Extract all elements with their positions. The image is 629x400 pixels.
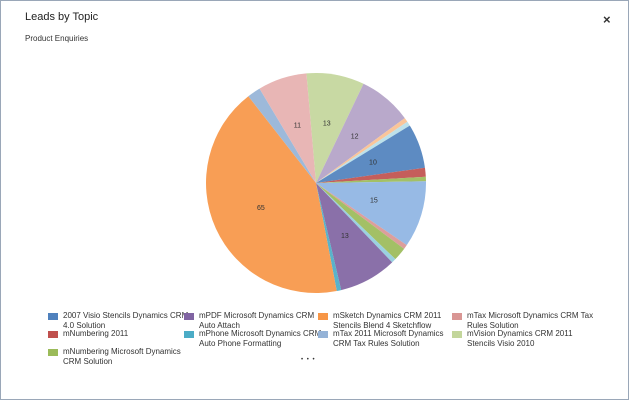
legend-swatch	[318, 331, 328, 338]
data-label: 15	[370, 197, 378, 204]
legend-label: mSketch Dynamics CRM 2011 Stencils Blend…	[333, 311, 442, 330]
pie-slice	[316, 183, 342, 292]
data-label: 10	[369, 159, 377, 166]
legend-item[interactable]: mNumbering 2011	[48, 329, 191, 339]
pie-slice	[259, 73, 316, 183]
pie-slice	[316, 167, 426, 183]
pie-slice	[316, 83, 405, 183]
pie-slice	[316, 125, 425, 183]
legend-label: mPDF Microsoft Dynamics CRM Auto Attach	[199, 311, 315, 330]
legend-swatch	[318, 313, 328, 320]
legend-item[interactable]: mTax Microsoft Dynamics CRM Tax Rules So…	[452, 311, 595, 331]
legend-label: mVision Dynamics CRM 2011 Stencils Visio…	[467, 329, 573, 348]
legend-label: mNumbering 2011	[63, 329, 129, 338]
legend-swatch	[452, 331, 462, 338]
data-label: 65	[257, 205, 265, 212]
data-label: 12	[351, 133, 359, 140]
legend-item[interactable]: mPDF Microsoft Dynamics CRM Auto Attach	[184, 311, 327, 331]
data-label: 13	[341, 233, 349, 240]
legend-swatch	[184, 331, 194, 338]
pie-slice	[316, 183, 393, 291]
legend-swatch	[184, 313, 194, 320]
chart-subtitle: Product Enquiries	[25, 34, 89, 43]
pie-slice	[316, 181, 427, 246]
close-button[interactable]: ×	[603, 12, 611, 27]
data-label: 11	[294, 122, 301, 129]
data-label: 13	[323, 120, 331, 127]
pie-slice	[316, 118, 408, 183]
pie-slice	[316, 183, 405, 260]
pie-slice	[316, 176, 426, 183]
legend-label: mTax 2011 Microsoft Dynamics CRM Tax Rul…	[333, 329, 444, 348]
legend-swatch	[48, 331, 58, 338]
legend-label: 2007 Visio Stencils Dynamics CRM 4.0 Sol…	[63, 311, 189, 330]
legend-swatch	[452, 313, 462, 320]
legend-label: mTax Microsoft Dynamics CRM Tax Rules So…	[467, 311, 594, 330]
legend-item[interactable]: 2007 Visio Stencils Dynamics CRM 4.0 Sol…	[48, 311, 191, 331]
legend-item[interactable]: mTax 2011 Microsoft Dynamics CRM Tax Rul…	[318, 329, 461, 349]
chart-title: Leads by Topic	[25, 11, 99, 23]
pie-slice	[316, 121, 410, 183]
pie-slice	[316, 183, 396, 263]
legend-item[interactable]: mSketch Dynamics CRM 2011 Stencils Blend…	[318, 311, 461, 331]
pie-slice	[316, 183, 407, 249]
legend-swatch	[48, 349, 58, 356]
legend-label: mNumbering Microsoft Dynamics CRM Soluti…	[63, 347, 181, 366]
legend-swatch	[48, 313, 58, 320]
legend-item[interactable]: mNumbering Microsoft Dynamics CRM Soluti…	[48, 347, 191, 367]
legend-item[interactable]: mVision Dynamics CRM 2011 Stencils Visio…	[452, 329, 595, 349]
pie-slice	[248, 88, 316, 183]
pie-slice	[306, 73, 364, 183]
legend-label: mPhone Microsoft Dynamics CRM Auto Phone…	[199, 329, 322, 348]
more-legend[interactable]: • • •	[301, 357, 316, 363]
legend-item[interactable]: mPhone Microsoft Dynamics CRM Auto Phone…	[184, 329, 327, 349]
pie-slice	[206, 96, 337, 293]
